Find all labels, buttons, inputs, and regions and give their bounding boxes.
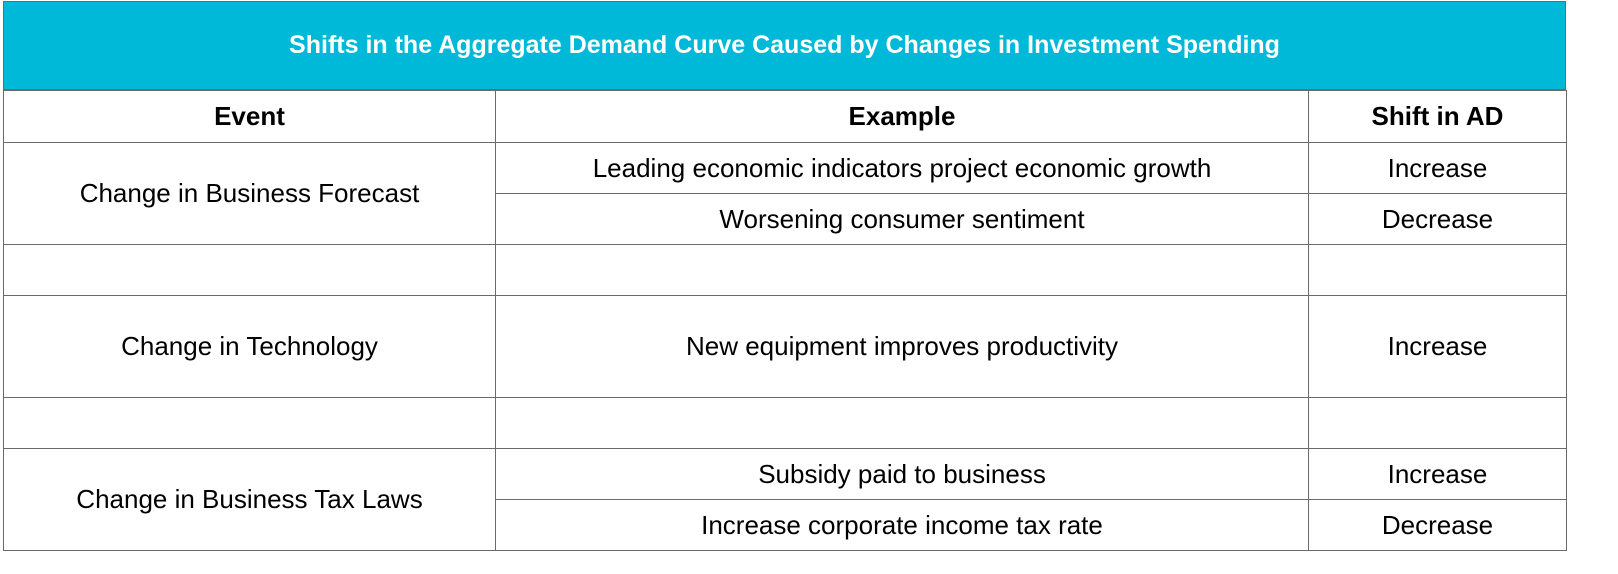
table-row: Worsening consumer sentiment Decrease bbox=[4, 193, 1567, 245]
spacer-row bbox=[3, 397, 1567, 449]
header-shift: Shift in AD bbox=[1308, 90, 1567, 143]
empty-cell bbox=[495, 244, 1309, 296]
empty-cell bbox=[3, 244, 496, 296]
table-row: Change in Business Tax Laws Subsidy paid… bbox=[3, 448, 1567, 551]
data-table: Event Example Shift in AD Change in Busi… bbox=[3, 90, 1567, 551]
spacer-row bbox=[3, 244, 1567, 296]
example-cell: Increase corporate income tax rate bbox=[495, 499, 1309, 551]
shift-cell: Decrease bbox=[1308, 499, 1567, 551]
shift-cell: Decrease bbox=[1308, 193, 1567, 245]
empty-cell bbox=[3, 397, 496, 449]
example-cell: Worsening consumer sentiment bbox=[495, 193, 1309, 245]
empty-cell bbox=[1308, 397, 1567, 449]
empty-cell bbox=[495, 397, 1309, 449]
example-cell: Subsidy paid to business bbox=[495, 448, 1309, 500]
example-cell: Leading economic indicators project econ… bbox=[495, 142, 1309, 194]
table-title: Shifts in the Aggregate Demand Curve Cau… bbox=[3, 1, 1566, 90]
event-cell: Change in Business Tax Laws bbox=[3, 448, 496, 551]
event-cell: Change in Business Forecast bbox=[3, 142, 496, 245]
shift-cell: Increase bbox=[1308, 295, 1567, 398]
event-cell: Change in Technology bbox=[3, 295, 496, 398]
shift-cell: Increase bbox=[1308, 448, 1567, 500]
example-cell: New equipment improves productivity bbox=[495, 295, 1309, 398]
table-row: Change in Technology New equipment impro… bbox=[3, 295, 1567, 398]
table-row: Increase corporate income tax rate Decre… bbox=[4, 499, 1567, 551]
shift-cell: Increase bbox=[1308, 142, 1567, 194]
table-row: Change in Business Forecast Leading econ… bbox=[3, 142, 1567, 245]
header-example: Example bbox=[495, 90, 1309, 143]
investment-ad-table: Shifts in the Aggregate Demand Curve Cau… bbox=[3, 1, 1567, 551]
empty-cell bbox=[1308, 244, 1567, 296]
header-event: Event bbox=[3, 90, 496, 143]
header-row: Event Example Shift in AD bbox=[3, 90, 1567, 143]
